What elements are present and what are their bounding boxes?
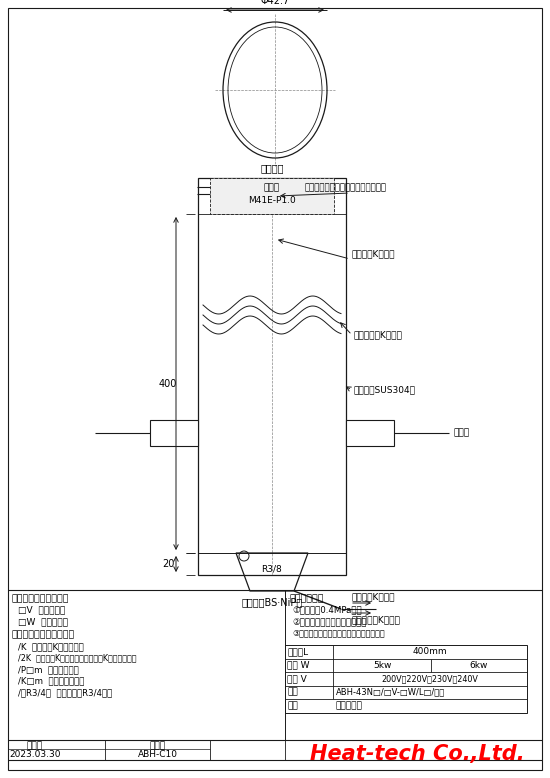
Text: /K□m  熱電偶線長指定: /K□m 熱電偶線長指定 bbox=[18, 677, 84, 685]
Text: 【注意事項】: 【注意事項】 bbox=[290, 594, 324, 603]
Text: 內螺紋: 內螺紋 bbox=[264, 184, 280, 192]
Text: Φ42.7: Φ42.7 bbox=[260, 0, 290, 6]
Text: 6kw: 6kw bbox=[470, 661, 488, 670]
Text: M41E-P1.0: M41E-P1.0 bbox=[248, 195, 296, 205]
Text: □W  電力的指定: □W 電力的指定 bbox=[18, 617, 68, 626]
Text: R3/8: R3/8 bbox=[262, 565, 282, 573]
Text: 5kw: 5kw bbox=[373, 661, 391, 670]
Text: 熱風出口: 熱風出口 bbox=[260, 163, 284, 173]
Text: 電力 W: 電力 W bbox=[287, 661, 310, 670]
Text: 品名: 品名 bbox=[287, 701, 298, 710]
Text: 【在訂貨時規格指定】: 【在訂貨時規格指定】 bbox=[12, 594, 69, 603]
Text: 供氣口（BS·NiP）: 供氣口（BS·NiP） bbox=[241, 597, 302, 607]
Text: Heat-tech Co.,Ltd.: Heat-tech Co.,Ltd. bbox=[310, 744, 525, 764]
Text: ②請供給氣體應該是取出灰乾。: ②請供給氣體應該是取出灰乾。 bbox=[292, 617, 366, 626]
Bar bbox=[210, 178, 334, 214]
Text: /K  熱風溫度K熱電偶追加: /K 熱風溫度K熱電偶追加 bbox=[18, 643, 84, 651]
Bar bbox=[198, 178, 346, 575]
Text: ③不供給低溫氣體而加熱的話加熱器燼環。: ③不供給低溫氣體而加熱的話加熱器燼環。 bbox=[292, 629, 384, 637]
Text: 日　期: 日 期 bbox=[27, 741, 43, 750]
Bar bbox=[346, 420, 394, 446]
Text: 400: 400 bbox=[159, 379, 177, 388]
Text: 電壓 V: 電壓 V bbox=[287, 674, 307, 683]
Text: 400mm: 400mm bbox=[412, 647, 447, 656]
Text: 電源線: 電源線 bbox=[454, 429, 470, 437]
Text: 熱風溫度K熱電偶: 熱風溫度K熱電偶 bbox=[352, 250, 395, 258]
Text: 熱風溫度K熱電偶: 熱風溫度K熱電偶 bbox=[352, 592, 395, 601]
Text: 2023.03.30: 2023.03.30 bbox=[9, 750, 60, 759]
Text: 發熱體溫度K熱電偶: 發熱體溫度K熱電偶 bbox=[352, 615, 401, 624]
Text: /P□m  電源線長指定: /P□m 電源線長指定 bbox=[18, 665, 79, 675]
Text: □V  電壓的指定: □V 電壓的指定 bbox=[18, 605, 65, 615]
Text: 20: 20 bbox=[162, 559, 174, 569]
Text: 我們公司將在尖端定制訂購螺紋接頭: 我們公司將在尖端定制訂購螺紋接頭 bbox=[305, 183, 387, 192]
Text: 番　號: 番 號 bbox=[150, 741, 166, 750]
Text: 200V、220V、230V、240V: 200V、220V、230V、240V bbox=[382, 674, 478, 683]
Text: ABH-43N□/□V-□W/L□/選項: ABH-43N□/□V-□W/L□/選項 bbox=[336, 688, 446, 696]
Text: /（R3/4）  氣体供給口R3/4指定: /（R3/4） 氣体供給口R3/4指定 bbox=[18, 689, 112, 697]
Text: 發熱體溫度K熱電偶: 發熱體溫度K熱電偶 bbox=[354, 331, 403, 339]
Text: ①這是耗壓0.4MPa的。: ①這是耗壓0.4MPa的。 bbox=[292, 605, 362, 615]
Text: 金屬管（SUS304）: 金屬管（SUS304） bbox=[354, 386, 416, 394]
Text: 管長度L: 管長度L bbox=[287, 647, 308, 656]
Bar bbox=[150, 420, 198, 446]
Text: 【選項　特別訂貨對應】: 【選項 特別訂貨對應】 bbox=[12, 631, 75, 640]
Bar bbox=[285, 645, 527, 713]
Text: ABH-C10: ABH-C10 bbox=[138, 750, 178, 759]
Text: 型號: 型號 bbox=[287, 688, 298, 696]
Text: /2K  熱風溫度K熱電偶和發熱體溫度K熱電偶的追加: /2K 熱風溫度K熱電偶和發熱體溫度K熱電偶的追加 bbox=[18, 654, 136, 663]
Text: 熱風加熱器: 熱風加熱器 bbox=[336, 701, 363, 710]
